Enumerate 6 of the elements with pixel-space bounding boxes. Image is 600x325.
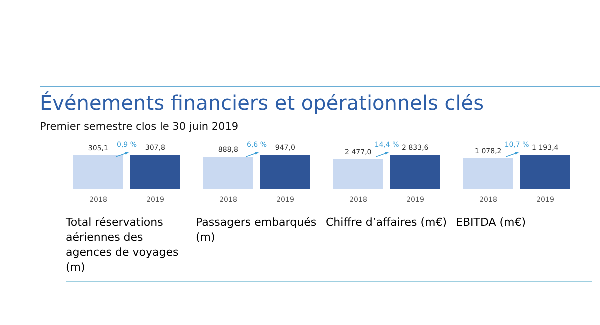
text: Premier semestre clos le 30 juin 2019 xyxy=(40,121,240,133)
x-axis-title: EBITDA (m€) xyxy=(456,215,528,230)
x-axis-title: Passagers embarqués (m) xyxy=(196,215,318,245)
x-axis-title: Total réservations aériennes des agences de voyages (m) xyxy=(66,215,180,275)
text: Événements financiers et opérationnels clés xyxy=(40,91,486,115)
x-axis-title: Chiffre d’affaires (m€) xyxy=(326,215,448,230)
